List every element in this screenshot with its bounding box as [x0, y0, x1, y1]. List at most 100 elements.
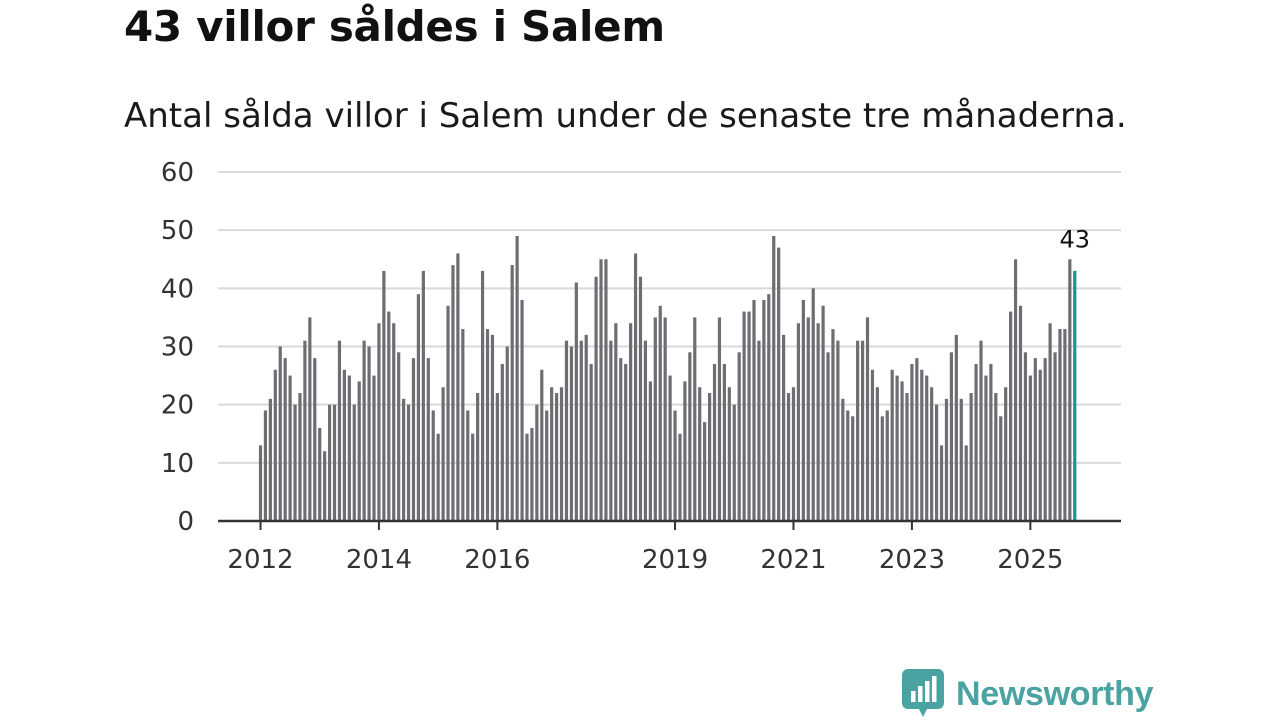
bar	[584, 334, 588, 521]
bar	[540, 369, 544, 521]
bar	[609, 340, 613, 521]
bar	[327, 404, 332, 521]
bar	[762, 299, 766, 521]
bar	[777, 247, 781, 521]
y-axis-ticks: 0 10 20 30 40 50 60	[161, 158, 194, 537]
bar	[382, 270, 386, 521]
bar	[594, 276, 598, 521]
bar	[510, 265, 514, 521]
bar	[786, 393, 791, 521]
bar	[555, 393, 559, 521]
bar	[742, 311, 746, 521]
bar	[1013, 259, 1018, 521]
bar	[732, 404, 736, 521]
bar	[347, 375, 351, 521]
bar	[476, 393, 480, 521]
bar	[1048, 323, 1052, 521]
bar	[372, 375, 376, 521]
bar	[426, 358, 430, 521]
bar	[910, 363, 914, 521]
bar	[846, 410, 850, 521]
bar	[471, 433, 475, 521]
bar	[934, 404, 939, 521]
bar	[258, 445, 263, 521]
bar	[1009, 311, 1013, 521]
bar	[624, 363, 628, 521]
bar	[461, 329, 465, 521]
x-tick-label: 2023	[879, 545, 945, 575]
bar	[589, 363, 593, 521]
y-tick-label: 30	[161, 333, 194, 363]
bar	[431, 410, 435, 521]
bars	[258, 235, 1077, 522]
bar	[1063, 329, 1067, 521]
bar	[841, 398, 845, 521]
bar	[658, 305, 662, 521]
bar	[520, 299, 524, 521]
bar	[688, 352, 692, 521]
bar	[500, 363, 504, 521]
bar	[342, 369, 346, 521]
bar	[806, 317, 810, 521]
bar	[900, 381, 904, 521]
bar	[485, 329, 490, 521]
bar	[288, 375, 292, 521]
bar	[722, 363, 726, 521]
bar	[525, 433, 529, 521]
bar	[530, 427, 534, 521]
bar	[1043, 358, 1047, 521]
bar	[707, 393, 712, 521]
bar	[999, 416, 1003, 521]
bar	[747, 311, 751, 521]
bar	[683, 381, 687, 521]
bar	[402, 398, 406, 521]
bar	[456, 253, 460, 521]
bar	[979, 340, 983, 521]
bar	[278, 346, 282, 521]
bar	[826, 352, 830, 521]
bar	[1004, 387, 1008, 521]
bar	[954, 334, 958, 521]
bar	[851, 416, 855, 521]
bar	[693, 317, 697, 521]
bar	[668, 375, 672, 521]
bar	[885, 410, 889, 521]
y-tick-label: 50	[161, 216, 194, 246]
x-tick-label: 2012	[227, 545, 293, 575]
y-tick-label: 20	[161, 391, 194, 421]
bar	[717, 317, 722, 521]
bar	[703, 422, 707, 521]
bar	[796, 323, 801, 521]
bar	[480, 270, 485, 521]
bar	[466, 410, 470, 521]
bar	[495, 393, 499, 521]
bar	[273, 369, 277, 521]
bar	[377, 323, 381, 521]
bar	[648, 381, 652, 521]
bar	[811, 288, 815, 521]
bar	[569, 346, 573, 521]
x-tick-label: 2025	[997, 545, 1063, 575]
bar	[989, 363, 993, 521]
bar	[283, 358, 287, 521]
bar	[821, 305, 825, 521]
bar	[550, 387, 554, 521]
bar	[387, 311, 391, 521]
bar-latest	[1073, 270, 1077, 521]
bar	[308, 317, 312, 521]
bar	[505, 346, 509, 521]
bar	[545, 410, 549, 521]
bar	[441, 387, 445, 521]
bar	[880, 416, 884, 521]
bar	[574, 282, 578, 521]
bar	[564, 340, 569, 521]
bar	[752, 299, 756, 521]
bar	[406, 404, 411, 521]
newsworthy-logo: Newsworthy	[902, 668, 1154, 720]
bar	[663, 317, 667, 521]
bar	[816, 323, 820, 521]
bar	[362, 340, 366, 521]
bar	[653, 317, 657, 521]
bar	[515, 235, 519, 522]
bar	[318, 427, 322, 521]
